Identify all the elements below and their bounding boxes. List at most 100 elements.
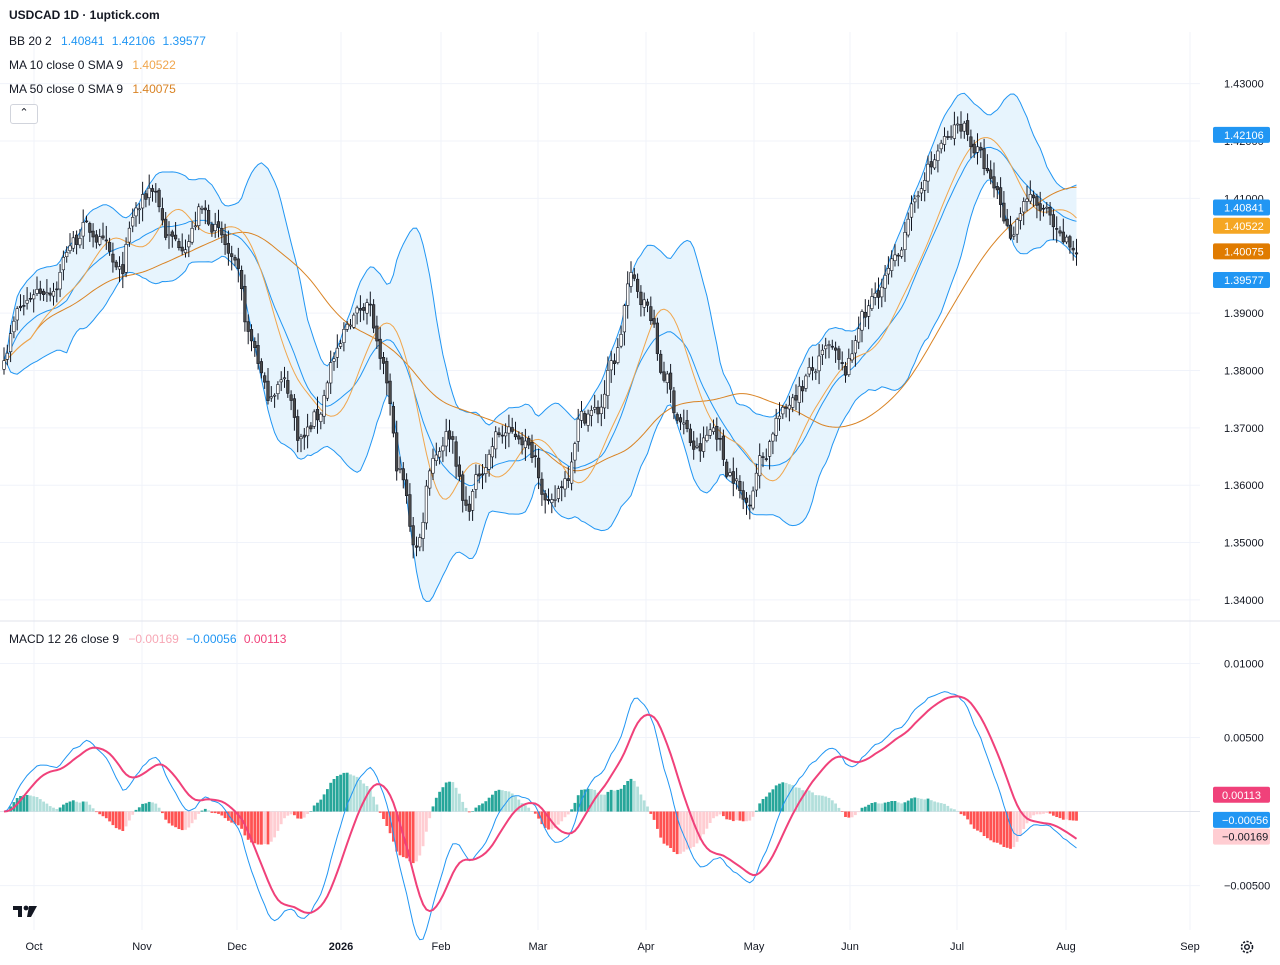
candle-body <box>283 378 286 379</box>
macd-hist-bar <box>352 776 355 812</box>
macd-hist-bar <box>649 812 652 814</box>
candle-body <box>996 186 999 190</box>
candle-body <box>379 339 382 358</box>
candle-body <box>504 433 507 436</box>
candle-body <box>864 312 867 317</box>
macd-hist-bar <box>973 812 976 829</box>
settings-gear-icon[interactable] <box>1238 938 1256 956</box>
candle-body <box>455 442 458 467</box>
tradingview-logo-icon[interactable] <box>12 902 38 920</box>
macd-hist-bar <box>1036 812 1039 815</box>
macd-hist-bar <box>135 810 138 812</box>
macd-hist-bar <box>151 802 154 811</box>
candle-body <box>75 235 78 245</box>
macd-hist-bar <box>725 812 728 820</box>
candle-body <box>158 190 161 207</box>
candle-body <box>650 307 653 321</box>
candle-body <box>128 228 131 242</box>
candle-body <box>950 137 953 138</box>
price-label-1: 1.40841 <box>1224 202 1264 214</box>
candle-body <box>442 446 445 451</box>
macd-hist-bar <box>448 782 451 812</box>
macd-hist-bar <box>145 803 148 811</box>
time-tick-label-2: Dec <box>227 941 247 953</box>
candle-body <box>56 289 59 290</box>
candle-body <box>630 272 633 286</box>
macd-hist-bar <box>996 812 999 843</box>
candle-body <box>135 208 138 216</box>
candle-body <box>907 219 910 235</box>
candle-body <box>613 361 616 364</box>
macd-hist-bar <box>98 812 101 815</box>
candle-body <box>537 458 540 478</box>
candle-body <box>382 357 385 363</box>
candle-body <box>831 346 834 347</box>
candle-body <box>402 469 405 480</box>
candle-body <box>415 546 418 547</box>
candle-body <box>224 235 227 245</box>
candle-body <box>329 363 332 384</box>
candle-body <box>260 362 263 373</box>
candle-body <box>884 275 887 288</box>
candle-body <box>287 380 290 393</box>
candle-body <box>514 434 517 437</box>
macd-hist-bar <box>412 812 415 864</box>
candle-body <box>590 410 593 415</box>
candle-body <box>85 221 88 222</box>
macd-hist-bar <box>475 808 478 812</box>
macd-hist-bar <box>706 812 709 829</box>
macd-hist-bar <box>616 790 619 812</box>
macd-hist-bar <box>920 799 923 812</box>
candle-body <box>828 345 831 346</box>
candle-body <box>564 479 567 489</box>
candle-body <box>762 457 765 458</box>
macd-hist-bar <box>847 812 850 818</box>
candle-body <box>498 433 501 435</box>
macd-hist-bar <box>267 812 270 845</box>
candle-body <box>118 267 121 269</box>
macd-hist-bar <box>92 808 95 811</box>
candle-body <box>359 308 362 310</box>
macd-hist-bar <box>620 789 623 812</box>
macd-hist-bar <box>141 804 144 812</box>
candle-body <box>696 446 699 447</box>
macd-hist-bar <box>735 812 738 821</box>
candle-body <box>197 207 200 226</box>
macd-hist-bar <box>115 812 118 829</box>
macd-tick-label-1: 0.00500 <box>1224 733 1264 745</box>
candle-body <box>250 329 253 341</box>
macd-hist-bar <box>712 812 715 819</box>
macd-hist-bar <box>290 812 293 815</box>
candle-body <box>947 137 950 138</box>
macd-hist-bar <box>112 812 115 826</box>
macd-hist-bar <box>494 791 497 812</box>
macd-hist-bar <box>570 809 573 811</box>
macd-hist-bar <box>603 795 606 812</box>
candle-body <box>917 196 920 197</box>
macd-hist-bar <box>844 812 847 818</box>
candle-body <box>131 217 134 226</box>
macd-hist-bar <box>385 812 388 827</box>
candle-body <box>673 391 676 413</box>
collapse-legend-button[interactable]: ⌃ <box>10 104 38 124</box>
candle-body <box>320 414 323 421</box>
macd-hist-bar <box>329 783 332 812</box>
candle-body <box>980 147 983 150</box>
macd-hist-bar <box>204 809 207 812</box>
candle-body <box>815 372 818 373</box>
price-tick-label-8: 1.35000 <box>1224 538 1264 550</box>
candle-body <box>145 194 148 200</box>
macd-hist-bar <box>36 797 39 812</box>
candle-body <box>894 255 897 261</box>
candle-body <box>626 284 629 306</box>
macd-hist-bar <box>481 804 484 812</box>
candle-body <box>534 456 537 457</box>
candle-body <box>306 427 309 436</box>
candle-body <box>752 491 755 508</box>
macd-hist-bar <box>415 812 418 862</box>
candle-body <box>333 359 336 362</box>
macd-hist-bar <box>564 812 567 818</box>
candle-body <box>273 395 276 396</box>
macd-hist-bar <box>32 796 35 811</box>
